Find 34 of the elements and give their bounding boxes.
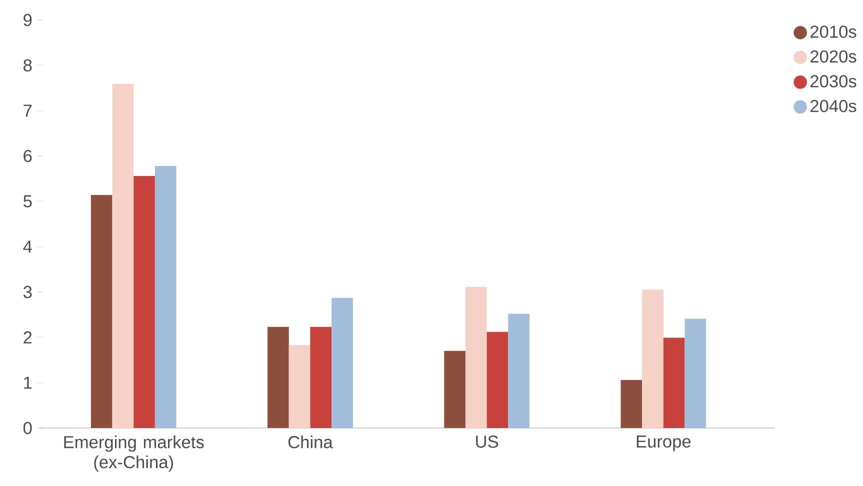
y-tick-label: 3 xyxy=(23,286,32,298)
y-tick-label: 1 xyxy=(24,376,32,389)
bar xyxy=(486,332,508,428)
bar xyxy=(465,287,487,428)
bar xyxy=(310,326,332,428)
y-tick-label: 5 xyxy=(23,195,32,208)
y-tick-label: 7 xyxy=(24,104,32,117)
bar xyxy=(444,350,466,428)
y-tick-label: 2 xyxy=(24,331,32,344)
bar xyxy=(684,318,706,428)
y-tick-label: 6 xyxy=(24,150,32,162)
bar xyxy=(332,298,353,428)
y-tick-label: 0 xyxy=(23,422,32,434)
x-tick-label: China xyxy=(288,436,333,448)
legend-label: 2010s xyxy=(810,26,856,38)
bar xyxy=(90,194,112,428)
y-tick-label: 8 xyxy=(24,59,32,72)
bar xyxy=(642,290,664,428)
bar xyxy=(154,166,176,428)
legend-label: 2040s xyxy=(810,100,856,112)
legend-label: 2030s xyxy=(810,75,856,88)
y-tick-label: 4 xyxy=(23,240,32,253)
legend-label: 2020s xyxy=(810,50,856,63)
bar xyxy=(508,314,530,428)
bar xyxy=(288,345,310,428)
x-tick-label: US xyxy=(476,436,498,448)
x-tick-label: Emerging markets (ex-China) xyxy=(64,436,204,472)
bar xyxy=(268,326,289,428)
bar xyxy=(620,380,642,428)
bar xyxy=(112,84,134,428)
bar xyxy=(134,176,155,428)
x-tick-label: Europe xyxy=(636,436,691,452)
bar xyxy=(663,338,685,428)
y-tick-label: 9 xyxy=(24,14,32,26)
